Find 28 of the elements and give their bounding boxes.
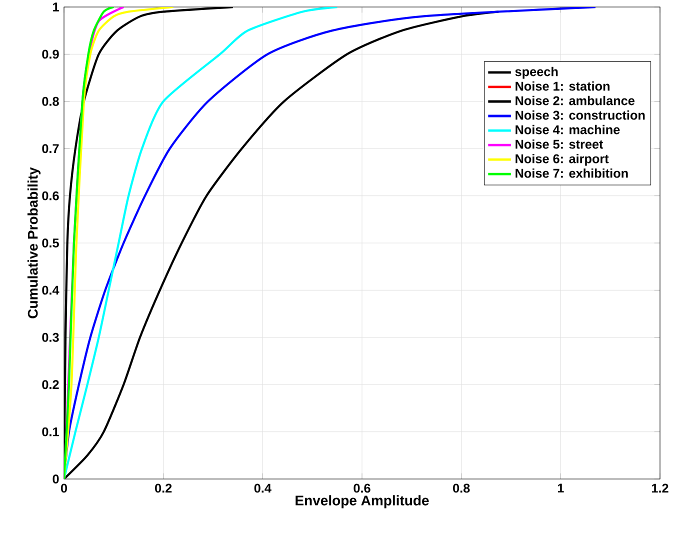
legend-label: Noise 7: exhibition — [516, 168, 628, 178]
y-tick-label: 0.6 — [42, 191, 59, 200]
x-tick-label: 0.8 — [453, 484, 470, 493]
legend-label: Noise 6: airport — [516, 154, 609, 166]
x-tick-label: 0.6 — [354, 484, 370, 493]
x-tick-label: 0.4 — [254, 484, 272, 493]
legend-label: speech — [515, 66, 558, 79]
legend-label: Noise 1: station — [516, 81, 610, 91]
legend-label: Noise 2: ambulance — [516, 96, 634, 106]
y-tick-label: 0.2 — [42, 380, 59, 390]
x-tick-label: 1.2 — [652, 484, 668, 493]
x-tick-label: 0.2 — [155, 484, 172, 493]
legend-label: Noise 5: street — [516, 139, 604, 149]
y-tick-label: 0.4 — [42, 286, 60, 295]
x-tick-label: 1 — [558, 484, 564, 492]
y-tick-label: 0.1 — [42, 427, 59, 436]
legend-label: Noise 3: construction — [516, 110, 645, 120]
y-tick-label: 1 — [53, 2, 59, 12]
legend-label: Noise 4: machine — [516, 124, 620, 134]
y-tick-label: 0.9 — [42, 50, 59, 59]
y-tick-label: 0.5 — [42, 238, 59, 248]
y-tick-label: 0.8 — [42, 96, 59, 106]
y-tick-label: 0.7 — [42, 144, 59, 154]
x-axis-title: Envelope Amplitude — [296, 495, 429, 508]
x-tick-label: 0 — [60, 484, 68, 493]
y-axis-title: Cumulative Probability — [27, 167, 41, 318]
y-tick-label: 0 — [52, 474, 59, 484]
y-tick-label: 0.3 — [42, 332, 59, 342]
